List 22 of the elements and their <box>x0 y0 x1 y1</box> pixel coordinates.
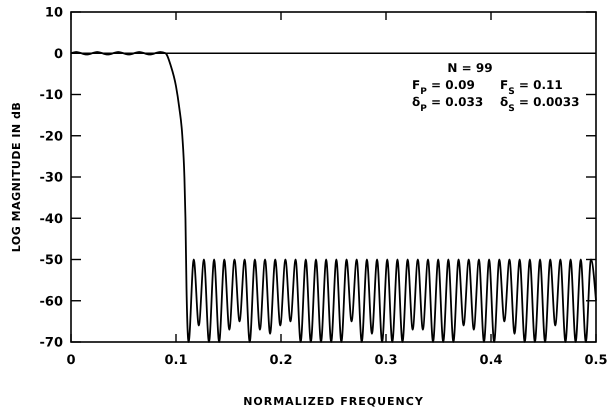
x-tick-label: 0.5 <box>584 353 608 368</box>
x-tick-label: 0.4 <box>479 353 503 368</box>
y-tick-label: -70 <box>40 336 63 350</box>
y-tick-label: -20 <box>40 129 63 144</box>
x-tick-label: 0.1 <box>164 353 188 368</box>
x-axis-title: NORMALIZED FREQUENCY <box>243 395 424 408</box>
annotation: δ$_{P}$ = 0.033 <box>412 95 484 114</box>
x-tick-label: 0.3 <box>374 353 398 368</box>
annotation: F$_{P}$ = 0.09 <box>412 78 475 97</box>
x-tick-label: 0.2 <box>269 353 293 368</box>
annotation: N = 99 <box>447 61 493 75</box>
y-tick-label: -10 <box>40 88 63 103</box>
y-tick-label: -50 <box>40 253 63 268</box>
y-tick-label: -30 <box>40 170 63 186</box>
y-tick-label: 10 <box>44 6 63 20</box>
y-tick-label: -40 <box>40 212 63 227</box>
y-tick-label: -60 <box>40 294 63 310</box>
y-tick-label: 0 <box>54 46 63 62</box>
annotation: δ$_{S}$ = 0.0033 <box>500 95 580 114</box>
annotation: F$_{S}$ = 0.11 <box>500 78 563 97</box>
x-tick-label: 0 <box>66 353 76 368</box>
y-axis-title: LOG MAGNITUDE IN dB <box>10 102 23 252</box>
